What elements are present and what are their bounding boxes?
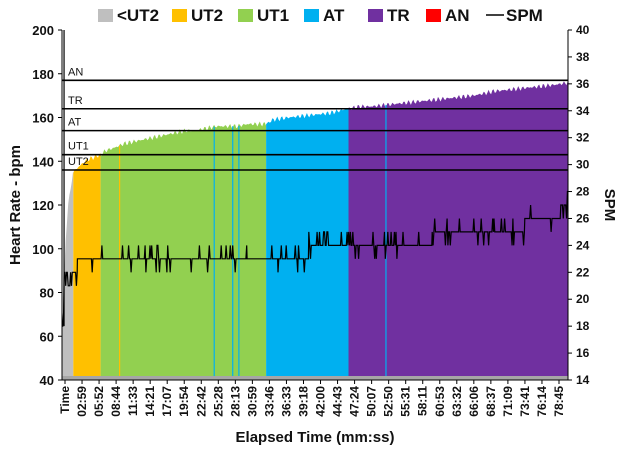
legend-label: UT1 [257,6,289,25]
y-tick-label: 180 [32,67,54,82]
y2-tick-label: 30 [576,158,590,172]
x-tick-label: 68:37 [484,386,498,417]
x-tick-label: 52:50 [382,386,396,417]
y2-axis-ticks: 14 16 18 20 22 24 26 28 30 32 34 36 38 40 [568,23,590,387]
y-tick-label: 40 [40,373,54,388]
plot-area: AN TR AT UT1 UT2 [61,30,569,381]
legend: <UT2 UT2 UT1 AT TR AN SPM [98,6,543,25]
legend-swatch-at [304,9,319,22]
x-axis-title: Elapsed Time (mm:ss) [236,429,395,446]
y2-tick-label: 18 [576,319,590,333]
y2-tick-label: 40 [576,23,590,37]
y-axis-title: Heart Rate - bpm [7,145,24,265]
x-axis-ticks: Time 02:59 05:52 08:44 11:33 14:21 17:07 19:54 2… [58,380,566,417]
legend-label: <UT2 [117,6,159,25]
spm-line [62,190,568,327]
y2-tick-label: 26 [576,211,590,225]
y-tick-label: 60 [40,329,54,344]
x-tick-label: 76:14 [535,386,549,417]
y2-tick-label: 32 [576,131,590,145]
zone-label-an: AN [68,66,83,78]
x-tick-label: 17:07 [160,386,174,417]
legend-label: UT2 [191,6,223,25]
x-tick-label: 14:21 [143,386,157,417]
zone-label-ut2: UT2 [68,156,89,168]
x-tick-label: 33:46 [262,386,276,417]
y2-tick-label: 16 [576,346,590,360]
legend-label: TR [387,6,410,25]
x-tick-label: 71:09 [501,386,515,417]
hr-area-at [266,108,348,380]
y2-tick-label: 28 [576,185,590,199]
hr-area-tr [347,81,568,380]
y-tick-label: 120 [32,198,54,213]
y2-tick-label: 38 [576,50,590,64]
zone-label-at: AT [68,117,82,129]
x-tick-label: 47:24 [348,386,362,417]
x-tick-label: 58:11 [416,386,430,416]
x-tick-label: 30:59 [245,386,259,417]
baseline-band [62,376,568,380]
legend-swatch-ut1 [238,9,253,22]
x-tick-label: 36:33 [279,386,293,417]
x-tick-label: Time [58,386,72,414]
legend-label: AN [445,6,470,25]
x-tick-label: 25:28 [211,386,225,417]
y2-tick-label: 22 [576,265,590,279]
x-tick-label: 44:43 [331,386,345,417]
y2-tick-label: 34 [576,104,590,118]
x-tick-label: 11:33 [126,386,140,416]
hr-area-ut2 [73,153,101,380]
x-tick-label: 22:42 [194,386,208,417]
y-tick-label: 140 [32,154,54,169]
zone-threshold-lines: AN TR AT UT1 UT2 [62,66,568,171]
y-tick-label: 200 [32,23,54,38]
y2-tick-label: 20 [576,292,590,306]
y-tick-label: 160 [32,111,54,126]
legend-swatch-tr [368,9,383,22]
zone-label-tr: TR [68,95,83,107]
x-tick-label: 60:53 [433,386,447,417]
x-tick-label: 50:07 [365,386,379,417]
spm-line-group [62,30,568,327]
y-axis-ticks: 40 60 80 100 120 140 160 180 200 [32,23,62,388]
x-tick-label: 19:54 [177,386,191,417]
x-tick-label: 66:06 [467,386,481,417]
x-tick-label: 05:52 [92,386,106,417]
x-tick-label: 78:45 [552,386,566,417]
legend-swatch-below-ut2 [98,9,113,22]
y2-tick-label: 36 [576,77,590,91]
x-tick-label: 08:44 [109,386,123,417]
x-tick-label: 28:13 [228,386,242,417]
y2-axis-title: SPM [601,189,618,222]
heart-rate-area-group [62,81,568,380]
legend-swatch-an [426,9,441,22]
legend-label: SPM [506,6,543,25]
zone-label-ut1: UT1 [68,141,89,153]
hr-area-ut1 [100,121,267,380]
x-tick-label: 42:00 [314,386,328,417]
legend-label: AT [323,6,345,25]
y-tick-label: 80 [40,286,54,301]
x-tick-label: 63:32 [450,386,464,417]
x-tick-label: 39:18 [296,386,310,417]
y-tick-label: 100 [32,242,54,257]
x-tick-label: 02:59 [75,386,89,417]
y2-tick-label: 24 [576,238,590,252]
y2-tick-label: 14 [576,373,590,387]
legend-swatch-ut2 [172,9,187,22]
x-tick-label: 73:41 [518,386,532,417]
x-tick-label: 55:31 [399,386,413,417]
